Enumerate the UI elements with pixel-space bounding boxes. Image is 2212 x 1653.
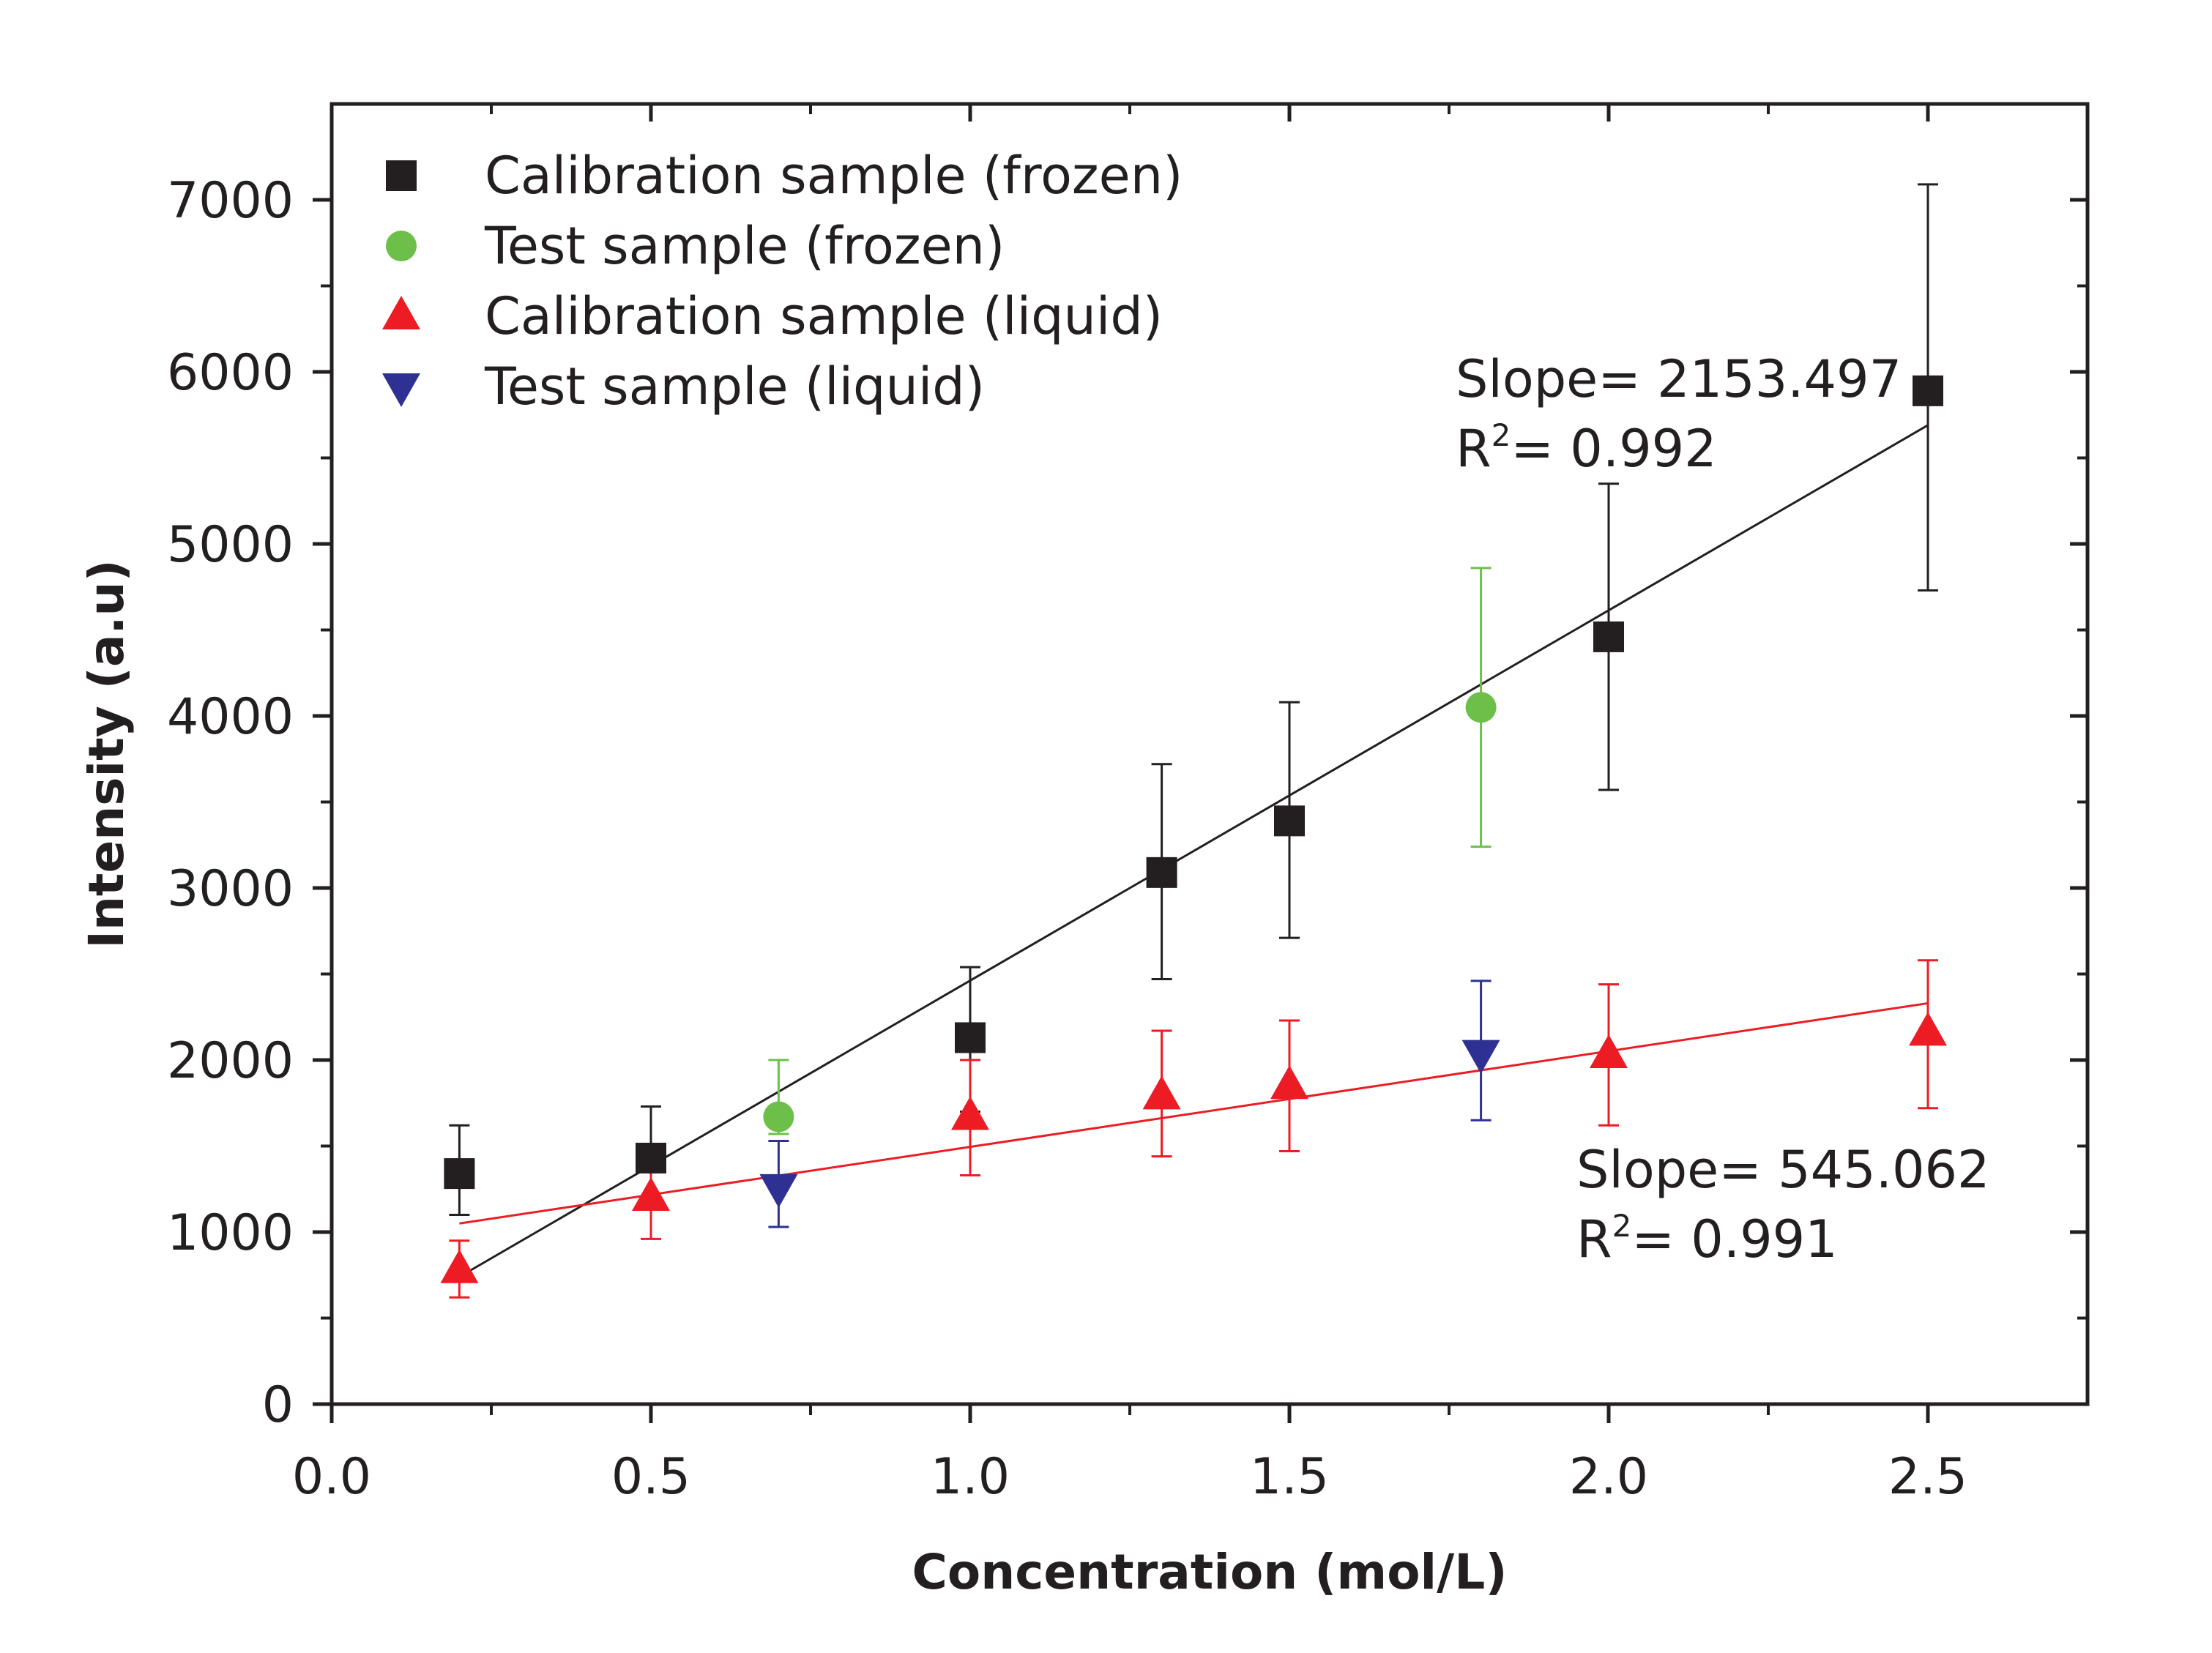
x-tick-label: 0.0 (292, 1448, 371, 1506)
x-tick-label: 0.5 (611, 1448, 690, 1506)
y-tick-label: 1000 (167, 1204, 294, 1262)
calibration-sample-frozen-point (636, 1142, 666, 1173)
annotation-liquid-sup: 2 (1612, 1208, 1632, 1244)
legend-label: Calibration sample (frozen) (485, 146, 1183, 206)
annotation-frozen-r2-value: = 0.992 (1511, 419, 1716, 479)
x-tick-label: 2.5 (1888, 1448, 1967, 1506)
axes: 0.0 0.5 1.0 1.5 2.0 2.5 0 1000 2000 3000 4000 5000 6… (167, 104, 2088, 1506)
plot-frame (329, 102, 2090, 1406)
calibration-sample-liquid-point (440, 1249, 479, 1283)
calibration-sample-liquid-point (1142, 1075, 1181, 1110)
calibration-sample-frozen-point (955, 1022, 986, 1053)
calibration-sample-frozen-point (1593, 621, 1624, 652)
x-axis-title: Concentration (mol/L) (912, 1544, 1508, 1600)
legend-label: Test sample (frozen) (484, 216, 1005, 276)
calibration-sample-frozen-point (444, 1158, 475, 1190)
annotation-liquid: Slope= 545.062 R2= 0.991 (1576, 1140, 1990, 1269)
x-tick-label: 1.0 (931, 1448, 1010, 1506)
calibration-sample-liquid-point (1590, 1034, 1628, 1068)
fit-lines (458, 424, 1929, 1278)
calibration-sample-liquid-point (1270, 1065, 1308, 1100)
fit-line (458, 424, 1929, 1278)
annotation-frozen-slope: Slope= 2153.497 (1456, 349, 1902, 409)
fit-line (459, 1001, 1929, 1225)
y-tick-label: 2000 (167, 1032, 294, 1090)
y-axis-title: Intensity (a.u) (78, 559, 135, 948)
calibration-sample-frozen-point (1274, 805, 1305, 837)
annotation-liquid-slope: Slope= 545.062 (1576, 1140, 1990, 1200)
legend-marker (386, 231, 417, 261)
calibration-sample-frozen-point (1913, 375, 1943, 406)
calibration-sample-liquid-point (1909, 1012, 1947, 1046)
y-tick-label: 7000 (167, 172, 294, 230)
test-sample-frozen-point (1465, 692, 1497, 723)
annotation-liquid-r2-value: = 0.991 (1631, 1209, 1837, 1269)
y-tick-label: 3000 (167, 860, 294, 918)
legend-label: Test sample (liquid) (484, 357, 985, 417)
data-markers (440, 375, 1947, 1283)
annotation-frozen: Slope= 2153.497 R2= 0.992 (1456, 349, 1902, 479)
legend-marker (382, 373, 420, 407)
y-tick-label: 0 (262, 1376, 294, 1434)
legend-marker (382, 296, 420, 329)
calibration-sample-liquid-point (951, 1096, 989, 1130)
y-tick-label: 4000 (167, 688, 294, 746)
annotation-frozen-sup: 2 (1492, 417, 1511, 453)
y-tick-label: 6000 (167, 344, 294, 402)
test-sample-liquid-point (759, 1173, 798, 1208)
calibration-sample-liquid-point (632, 1177, 670, 1211)
calibration-sample-frozen-point (1146, 857, 1177, 888)
annotation-liquid-r2: R2= 0.991 (1576, 1208, 1838, 1269)
x-tick-label: 1.5 (1250, 1448, 1329, 1506)
annotation-frozen-r: R (1456, 419, 1492, 479)
x-tick-label: 2.0 (1569, 1448, 1648, 1506)
y-tick-label: 5000 (167, 516, 294, 574)
legend-label: Calibration sample (liquid) (485, 286, 1163, 346)
annotation-liquid-r: R (1576, 1209, 1612, 1269)
test-sample-liquid-point (1461, 1040, 1500, 1074)
legend: Calibration sample (frozen) Test sample (… (382, 146, 1183, 417)
annotation-frozen-r2: R2= 0.992 (1456, 417, 1717, 479)
test-sample-frozen-point (763, 1101, 794, 1133)
legend-marker (386, 160, 417, 191)
